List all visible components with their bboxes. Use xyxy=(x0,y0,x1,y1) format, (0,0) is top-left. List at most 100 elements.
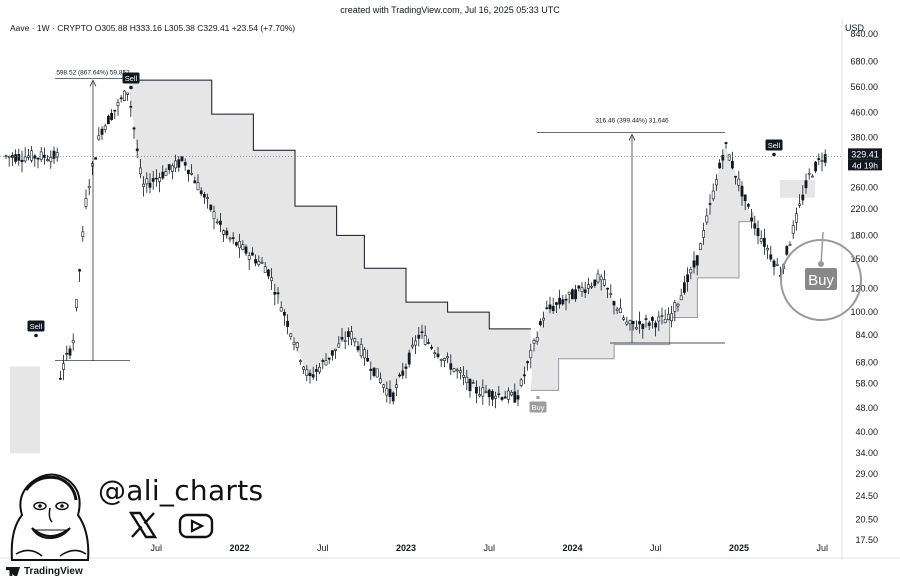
candle-down xyxy=(52,150,56,159)
candle-up xyxy=(378,378,382,384)
sell-signal-badge[interactable] xyxy=(122,72,140,84)
signal-label: Buy xyxy=(532,403,545,412)
candle-up xyxy=(625,321,629,325)
y-tick-label: 100.00 xyxy=(850,307,878,317)
current-price-value: 329.41 xyxy=(851,149,879,159)
candle-down xyxy=(612,301,616,306)
buy-signal-badge[interactable] xyxy=(529,401,547,413)
sell-signal-badge[interactable] xyxy=(765,139,783,151)
candle-up xyxy=(206,197,210,199)
candle-up xyxy=(673,302,677,312)
candle-down xyxy=(17,154,21,161)
candle-up xyxy=(91,163,94,167)
early-band-fill xyxy=(10,366,40,454)
candle-down xyxy=(391,392,395,402)
candle-up xyxy=(49,157,53,163)
candle-down xyxy=(516,395,520,400)
candle-down xyxy=(570,289,574,300)
candle-up xyxy=(670,313,674,321)
candle-down xyxy=(193,180,197,184)
candle-down xyxy=(251,252,254,256)
candle-down xyxy=(436,353,440,358)
x-tick-label: 2025 xyxy=(729,543,749,553)
candle-down xyxy=(708,203,712,205)
candle-down xyxy=(161,171,165,179)
candle-down xyxy=(583,289,587,293)
ohlc-values: O305.88 H333.16 L305.38 C329.41 +23.54 (… xyxy=(94,23,296,33)
candle-down xyxy=(417,334,421,339)
tradingview-logo[interactable]: TradingView xyxy=(6,566,83,577)
candle-down xyxy=(420,331,424,334)
currency-label[interactable]: USD xyxy=(844,23,864,33)
symbol-ohlc-line: Aave · 1W · CRYPTO O305.88 H333.16 L305.… xyxy=(10,23,295,33)
candle-up xyxy=(318,366,322,373)
candle-up xyxy=(394,384,398,388)
y-tick-label: 68.00 xyxy=(855,358,878,368)
candle-up xyxy=(359,344,363,357)
candle-up xyxy=(222,230,226,235)
supertrend-resistance-line xyxy=(128,79,531,330)
x-tick-label: Jul xyxy=(650,543,662,553)
buy-signal-badge[interactable] xyxy=(805,268,837,290)
sell-signal-badge[interactable] xyxy=(27,320,45,332)
candle-up xyxy=(385,388,389,396)
candle-up xyxy=(295,342,299,348)
candle-down xyxy=(753,223,757,229)
candle-up xyxy=(279,307,283,312)
measure-label: 316.46 (399.44%) 31,646 xyxy=(595,117,669,124)
candle-down xyxy=(155,177,158,180)
candle-up xyxy=(75,299,78,308)
candle-up xyxy=(602,279,606,286)
x-tick-label: Jul xyxy=(483,543,495,553)
candle-down xyxy=(746,204,750,207)
candle-down xyxy=(449,363,453,370)
x-tick-label: 2022 xyxy=(229,543,249,553)
candle-down xyxy=(225,230,229,236)
candle-up xyxy=(737,178,741,186)
symbol-label[interactable]: Aave · 1W · CRYPTO xyxy=(10,23,93,33)
candle-up xyxy=(241,244,245,250)
candle-down xyxy=(58,377,62,380)
candle-up xyxy=(634,327,638,330)
candle-up xyxy=(820,160,824,162)
candle-down xyxy=(100,128,104,135)
candle-up xyxy=(289,333,293,338)
candle-up xyxy=(628,320,632,325)
candle-up xyxy=(439,359,443,361)
candle-down xyxy=(490,391,494,400)
candle-up xyxy=(689,269,693,274)
candle-down xyxy=(369,368,373,371)
youtube-icon[interactable] xyxy=(178,512,214,540)
x-logo-icon[interactable] xyxy=(128,510,158,540)
candle-up xyxy=(97,135,101,140)
candle-up xyxy=(228,237,232,240)
candle-up xyxy=(174,160,178,169)
candle-down xyxy=(497,393,501,396)
candle-up xyxy=(270,277,274,281)
signal-label: Sell xyxy=(125,74,138,83)
candle-down xyxy=(564,298,568,301)
candle-up xyxy=(298,360,302,362)
y-tick-label: 380.00 xyxy=(850,133,878,143)
candle-up xyxy=(807,172,811,175)
candle-up xyxy=(698,243,702,251)
candle-down xyxy=(772,260,776,267)
candle-down xyxy=(401,370,405,376)
candle-down xyxy=(545,307,549,310)
candle-down xyxy=(235,242,238,246)
candle-up xyxy=(257,260,261,265)
candle-down xyxy=(107,115,110,125)
candle-up xyxy=(798,203,802,206)
y-tick-label: 34.00 xyxy=(855,448,878,458)
y-tick-label: 260.00 xyxy=(850,182,878,192)
candle-down xyxy=(756,228,760,237)
candle-down xyxy=(500,397,504,400)
candle-up xyxy=(794,213,798,223)
candle-down xyxy=(94,157,98,160)
candle-down xyxy=(538,321,542,326)
candle-up xyxy=(190,172,194,175)
signal-label: Sell xyxy=(768,141,781,150)
candle-down xyxy=(231,237,235,239)
candle-up xyxy=(171,165,174,172)
